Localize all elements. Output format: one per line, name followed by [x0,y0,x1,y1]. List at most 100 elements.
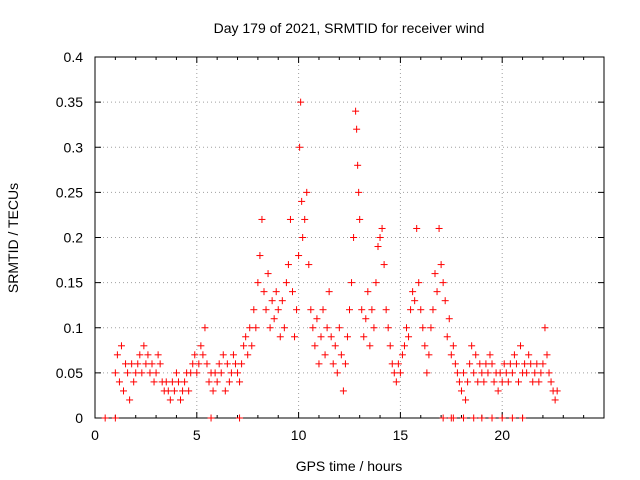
data-point [466,360,474,368]
x-tick-label: 15 [393,427,409,443]
data-point [470,369,478,377]
data-point [120,387,128,395]
data-point [517,342,525,350]
chart-title: Day 179 of 2021, SRMTID for receiver win… [214,20,485,36]
data-point [199,351,207,359]
data-point [470,414,478,422]
data-point [264,270,272,278]
data-point [124,369,132,377]
data-point [413,224,421,232]
data-point [541,324,549,332]
x-tick-label: 0 [91,427,99,443]
data-point [460,369,468,377]
data-point [355,188,363,196]
data-point [170,387,178,395]
data-point [474,378,482,386]
data-point [146,369,154,377]
data-point [128,360,136,368]
data-point [437,261,445,269]
data-point [211,369,219,377]
data-point [231,360,239,368]
data-point [195,360,203,368]
y-tick-label: 0.05 [56,365,83,381]
data-point [117,342,125,350]
data-point [223,360,231,368]
data-point [181,378,189,386]
data-point [250,306,258,314]
data-point [368,306,376,314]
data-point [337,351,345,359]
data-point [490,378,498,386]
data-point [388,360,396,368]
data-point [329,360,337,368]
data-point [396,369,404,377]
data-point [166,396,174,404]
data-point [248,342,256,350]
data-point [115,378,123,386]
data-point [350,234,358,241]
data-point [398,351,406,359]
data-point [403,324,411,332]
data-point [236,378,244,386]
data-point [219,351,227,359]
data-point [472,351,480,359]
data-point [274,306,282,314]
data-point [521,360,529,368]
data-point [227,369,235,377]
data-point [258,215,266,223]
data-point [488,360,496,368]
y-tick-label: 0.2 [64,230,84,246]
data-point [539,360,547,368]
data-point [462,396,470,404]
data-point [378,224,386,232]
data-point [523,369,531,377]
data-point [390,369,398,377]
data-point [177,396,185,404]
data-point [191,351,199,359]
data-point [464,378,472,386]
data-point [421,342,429,350]
data-point [372,279,380,287]
data-point [238,360,246,368]
data-point [132,369,140,377]
data-point [282,279,290,287]
y-tick-label: 0.25 [56,184,83,200]
data-point [295,252,303,260]
data-point [307,306,315,314]
data-point [502,369,510,377]
data-point [303,188,311,196]
data-point [545,369,553,377]
data-point [512,360,520,368]
x-axis-label: GPS time / hours [296,458,403,474]
data-point [480,378,488,386]
data-point [201,324,209,332]
y-tick-label: 0.35 [56,94,83,110]
data-point [364,288,372,296]
data-point [213,378,221,386]
data-point [537,369,545,377]
data-point [315,360,323,368]
data-point [154,351,162,359]
data-point [174,378,182,386]
data-point [478,414,486,422]
data-point [111,369,119,377]
data-point [246,324,254,332]
y-axis-label: SRMTID / TECUs [5,183,21,293]
x-tick-label: 20 [494,427,510,443]
data-point [262,306,270,314]
data-point [525,351,533,359]
data-point [225,378,233,386]
data-point [138,369,146,377]
data-point [496,369,504,377]
data-point [500,360,508,368]
data-point [417,306,425,314]
data-point [136,351,144,359]
data-point [333,369,341,377]
data-point [411,297,419,305]
data-point [376,234,384,241]
data-point [319,306,327,314]
data-point [476,360,484,368]
data-point [415,279,423,287]
data-point [185,387,193,395]
